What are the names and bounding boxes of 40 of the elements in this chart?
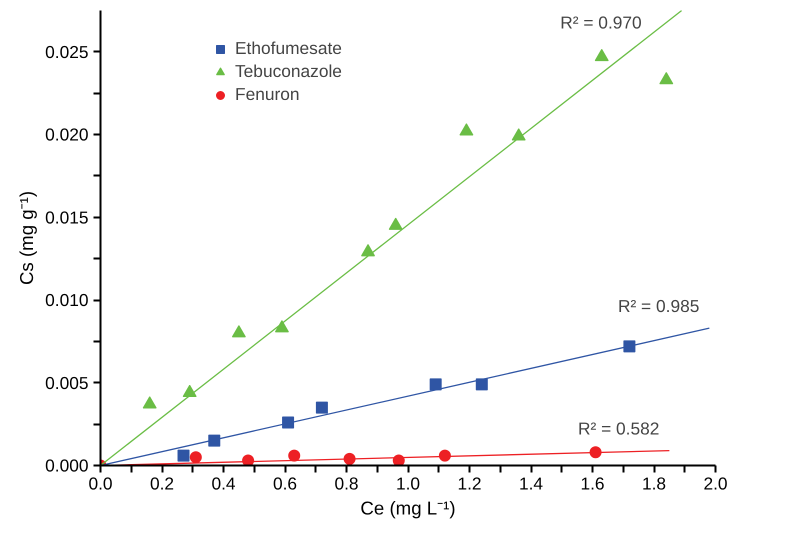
x-tick-label: 1.2: [457, 474, 482, 494]
point: [232, 325, 246, 338]
point: [274, 320, 289, 332]
legend-label: Fenuron: [235, 84, 300, 105]
point: [594, 48, 609, 62]
x-tick-label: 0.0: [88, 474, 113, 494]
x-tick-label: 0.6: [272, 474, 298, 494]
x-tick-label: 1.8: [642, 474, 666, 494]
point: [659, 72, 674, 84]
x-tick-label: 1.6: [580, 474, 605, 494]
point: [476, 378, 488, 390]
y-tick-label: 0.010: [45, 290, 89, 310]
x-tick-label: 0.2: [150, 474, 174, 494]
legend-label: Tebuconazole: [235, 61, 342, 82]
y-tick-label: 0.005: [45, 372, 89, 393]
point: [388, 218, 403, 230]
point: [178, 450, 190, 462]
point: [316, 402, 328, 414]
y-tick-label: 0.025: [45, 42, 89, 62]
x-tick-label: 2.0: [703, 474, 728, 494]
point: [190, 451, 202, 464]
annotation: R² = 0.970: [560, 12, 642, 32]
x-tick-label: 0.4: [211, 474, 236, 494]
point: [288, 450, 300, 462]
y-tick-label: 0.015: [45, 207, 89, 228]
x-axis-title: Ce (mg L⁻¹): [360, 498, 456, 518]
y-axis-title: Cs (mg g⁻¹): [16, 190, 38, 286]
point: [361, 244, 376, 256]
legend-label: Ethofumesate: [235, 38, 342, 59]
point: [182, 384, 197, 397]
y-tick-label: 0.020: [45, 124, 89, 145]
annotation: R² = 0.582: [578, 418, 660, 439]
point: [459, 123, 474, 136]
point: [142, 396, 157, 409]
annotation: R² = 0.985: [618, 296, 700, 316]
point: [430, 378, 442, 390]
x-tick-label: 0.8: [334, 474, 359, 494]
x-tick-label: 1.0: [396, 474, 420, 494]
x-tick-label: 1.4: [518, 474, 544, 494]
y-tick-label: 0.000: [45, 456, 89, 476]
